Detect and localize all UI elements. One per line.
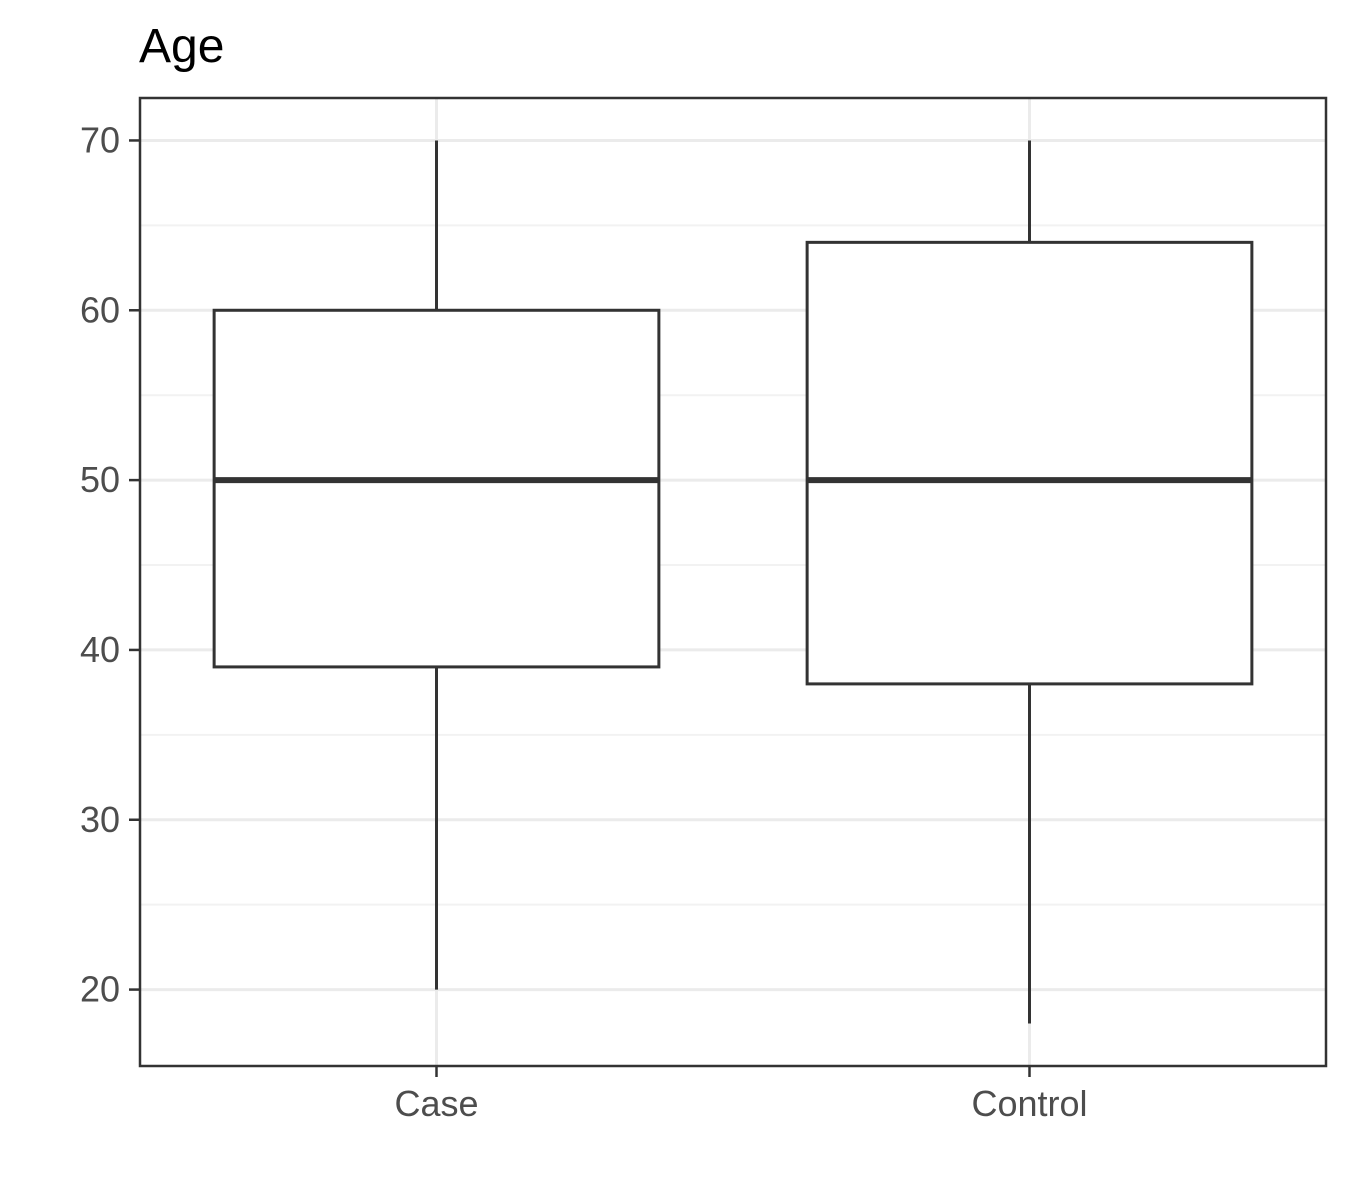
box-control <box>807 140 1252 1023</box>
y-tick-label: 40 <box>80 629 120 670</box>
y-tick-label: 20 <box>80 969 120 1010</box>
chart-title: Age <box>139 20 224 73</box>
y-tick-label: 70 <box>80 119 120 160</box>
box-case <box>214 140 659 989</box>
boxes <box>214 140 1252 1023</box>
iqr-box <box>214 310 659 667</box>
x-axis: Case Control <box>394 1066 1087 1124</box>
y-tick-label: 60 <box>80 289 120 330</box>
iqr-box <box>807 242 1252 684</box>
y-tick-label: 30 <box>80 799 120 840</box>
x-tick-label: Case <box>394 1083 478 1124</box>
y-tick-label: 50 <box>80 459 120 500</box>
x-tick-label: Control <box>971 1083 1087 1124</box>
y-axis: 20 30 40 50 60 70 <box>80 119 140 1009</box>
